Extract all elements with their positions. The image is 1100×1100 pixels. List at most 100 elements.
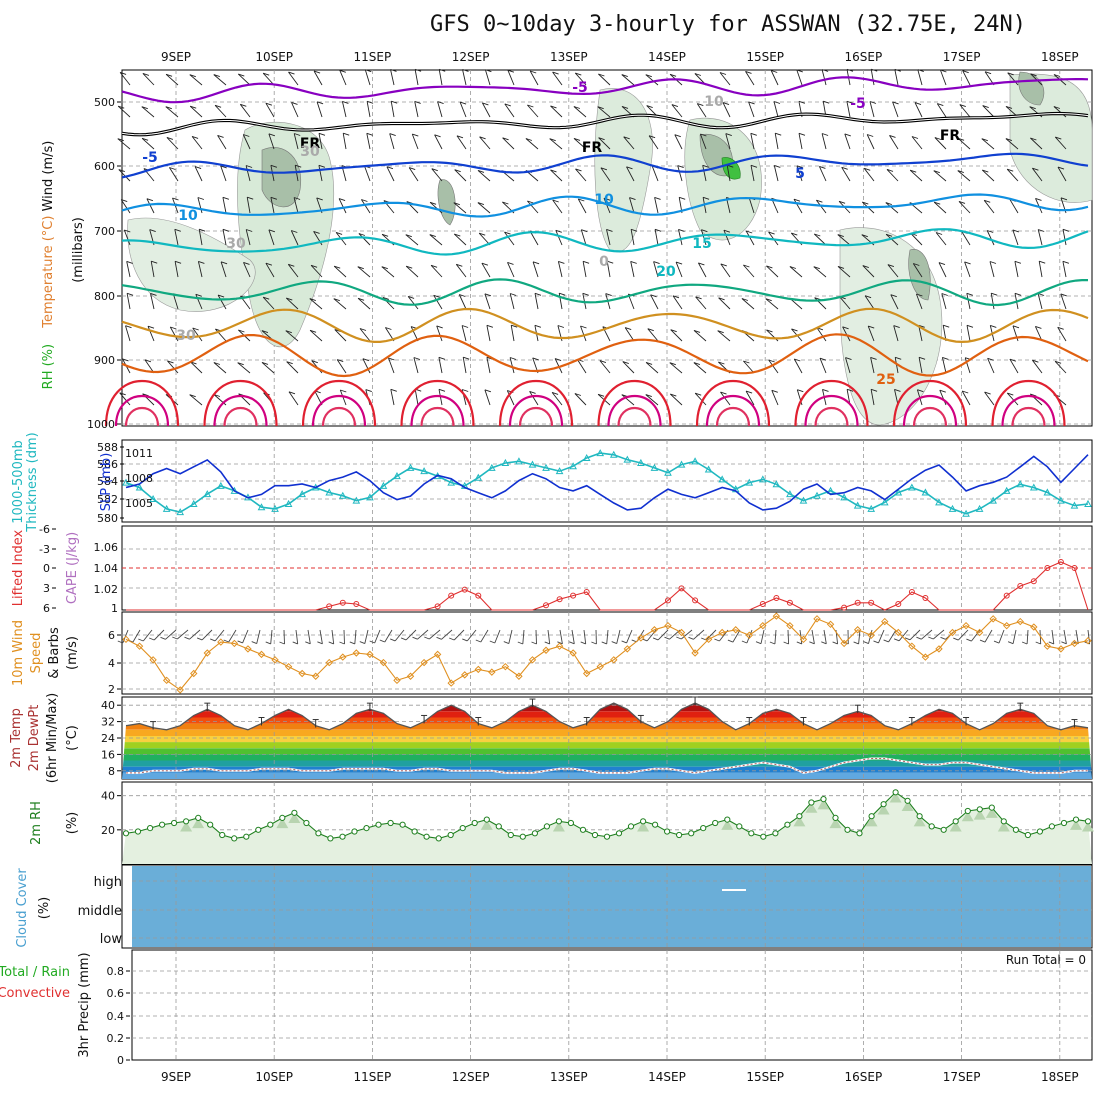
- wind-barb: [1062, 261, 1067, 278]
- wind-barb-flag: [237, 362, 244, 366]
- wind-barb: [864, 295, 875, 310]
- warm-contour: [1011, 407, 1046, 427]
- contour-label: 5: [795, 166, 805, 182]
- wind-barb: [981, 169, 995, 182]
- thickness-point: [637, 458, 645, 466]
- surface-wind-barb: [811, 629, 815, 644]
- wind-barb: [574, 72, 587, 86]
- wind-barb-flag: [720, 391, 727, 395]
- wind-barb: [389, 133, 395, 150]
- wind-speed-point: [230, 639, 239, 648]
- thickness-point: [650, 463, 659, 471]
- wind-barb-flag: [413, 357, 421, 360]
- wind-barb: [837, 234, 851, 246]
- wind-barb-flag: [771, 70, 778, 73]
- rh-point: [700, 825, 707, 832]
- date-label-top: 14SEP: [648, 50, 686, 64]
- wind-barb-flag: [555, 229, 562, 233]
- wind-barb: [621, 394, 635, 406]
- surface-wind-barb-flag: [714, 638, 720, 642]
- wind-barb-flag: [147, 325, 155, 329]
- warm-contour: [311, 394, 367, 427]
- wind-barb: [246, 197, 251, 214]
- wind-barb-flag: [989, 261, 997, 264]
- rh-point: [796, 813, 803, 820]
- wind-barb: [270, 197, 275, 214]
- wind-barb-flag: [270, 196, 278, 200]
- wind-barb-flag: [126, 260, 133, 264]
- wind-speed-point: [772, 612, 781, 620]
- wind-barb-flag: [966, 324, 974, 328]
- contour-label: 10: [594, 192, 614, 208]
- temp-panel: 40 32 24 16 8: [101, 696, 1093, 780]
- date-label-top: 9SEP: [161, 50, 191, 64]
- wind-barb-flag: [621, 74, 628, 78]
- wind-barb-flag: [407, 295, 415, 299]
- wind-barb: [936, 103, 947, 118]
- surface-wind-barb: [466, 629, 477, 642]
- wind-barb: [678, 229, 683, 246]
- wind-barb-flag: [532, 357, 539, 361]
- wind-barb: [1032, 359, 1043, 374]
- rh-point: [134, 828, 142, 835]
- wind-barb-flag: [361, 199, 368, 202]
- thickness-point: [1016, 480, 1025, 488]
- thickness-point: [352, 496, 361, 504]
- wind-barb: [1014, 261, 1019, 278]
- wind-barb: [629, 197, 635, 214]
- rh-peak-shade: [637, 821, 650, 832]
- wind-barb-flag: [486, 324, 494, 328]
- wind-barb: [598, 137, 611, 150]
- wind-barb-flag: [141, 106, 148, 110]
- cape-point: [556, 596, 563, 603]
- wind-barb: [1054, 360, 1067, 374]
- thickness-point: [217, 481, 225, 489]
- contour-label: 0: [599, 254, 609, 270]
- thickness-point: [515, 457, 523, 465]
- rh-peak-shade: [180, 821, 193, 832]
- surface-wind-barb: [480, 629, 489, 643]
- thickness-point: [1043, 488, 1052, 496]
- wind-barb-flag: [725, 133, 732, 137]
- wind-barb: [169, 167, 179, 182]
- surface-wind-barb: [189, 629, 201, 640]
- thickness-point: [989, 496, 997, 504]
- wind-barb-flag: [213, 74, 220, 78]
- wind-barb-flag: [238, 73, 245, 77]
- wind-barb: [318, 165, 323, 182]
- surface-wind-barb: [823, 629, 827, 644]
- wind-barb-flag: [169, 167, 176, 170]
- rh-point: [724, 816, 731, 823]
- temp-band: [122, 711, 1092, 718]
- surface-wind-barb: [214, 629, 225, 642]
- thickness-point: [813, 491, 821, 499]
- surface-wind-barb-flag: [305, 641, 311, 645]
- wind-barb-flag: [532, 261, 540, 265]
- wind-barb: [983, 200, 995, 214]
- wind-barb: [577, 198, 587, 214]
- thickness-point: [691, 457, 699, 465]
- wind-barb-flag: [412, 133, 419, 137]
- rh-point: [231, 835, 238, 842]
- y-tick-label: 32: [101, 716, 115, 729]
- thickness-point: [135, 483, 144, 491]
- y-axis-titles: RH (%) Temperature (°C) Wind (m/s) (mill…: [0, 141, 114, 1058]
- wind-barb: [477, 202, 491, 214]
- wind-barb: [438, 69, 443, 86]
- wind-barb-flag: [293, 197, 301, 200]
- wind-barb-flag: [118, 169, 125, 173]
- surface-wind-barb: [681, 629, 693, 640]
- wind-barb-flag: [574, 393, 582, 396]
- thickness-point: [853, 501, 862, 509]
- surface-wind-barb-flag: [940, 636, 946, 640]
- wind-barb: [165, 106, 179, 118]
- wind-barb-flag: [669, 362, 676, 366]
- wind-barb: [915, 293, 923, 310]
- wind-barb-flag: [263, 296, 270, 300]
- wind-barb: [525, 138, 539, 150]
- wind-barb: [745, 230, 755, 246]
- wind-barb: [645, 394, 659, 406]
- wind-barb-flag: [390, 388, 397, 392]
- wind-barb-flag: [695, 296, 702, 300]
- surface-wind-barb: [429, 629, 441, 640]
